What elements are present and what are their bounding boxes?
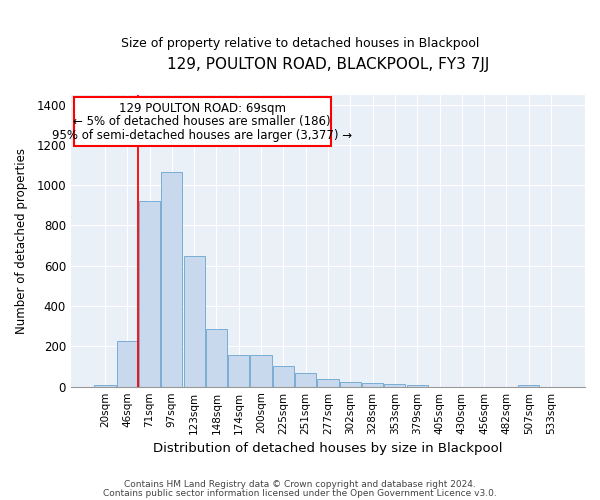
Bar bbox=[116, 342, 138, 386]
Text: Contains HM Land Registry data © Crown copyright and database right 2024.: Contains HM Land Registry data © Crown c… bbox=[124, 480, 476, 489]
Bar bbox=[250, 356, 272, 386]
Bar bbox=[340, 382, 361, 386]
Bar bbox=[317, 378, 338, 386]
Bar bbox=[407, 384, 428, 386]
Bar bbox=[362, 382, 383, 386]
Bar bbox=[273, 366, 294, 386]
Bar bbox=[184, 256, 205, 386]
Bar bbox=[161, 172, 182, 386]
Text: 129 POULTON ROAD: 69sqm: 129 POULTON ROAD: 69sqm bbox=[119, 102, 286, 114]
Text: Contains public sector information licensed under the Open Government Licence v3: Contains public sector information licen… bbox=[103, 490, 497, 498]
Text: ← 5% of detached houses are smaller (186): ← 5% of detached houses are smaller (186… bbox=[73, 115, 331, 128]
Bar bbox=[94, 384, 116, 386]
Title: 129, POULTON ROAD, BLACKPOOL, FY3 7JJ: 129, POULTON ROAD, BLACKPOOL, FY3 7JJ bbox=[167, 58, 489, 72]
Bar bbox=[206, 330, 227, 386]
FancyBboxPatch shape bbox=[74, 98, 331, 146]
Bar bbox=[139, 202, 160, 386]
Bar bbox=[228, 356, 250, 386]
Y-axis label: Number of detached properties: Number of detached properties bbox=[15, 148, 28, 334]
Text: Size of property relative to detached houses in Blackpool: Size of property relative to detached ho… bbox=[121, 38, 479, 51]
Text: 95% of semi-detached houses are larger (3,377) →: 95% of semi-detached houses are larger (… bbox=[52, 128, 352, 141]
X-axis label: Distribution of detached houses by size in Blackpool: Distribution of detached houses by size … bbox=[153, 442, 503, 455]
Bar bbox=[295, 372, 316, 386]
Bar bbox=[518, 384, 539, 386]
Bar bbox=[384, 384, 406, 386]
